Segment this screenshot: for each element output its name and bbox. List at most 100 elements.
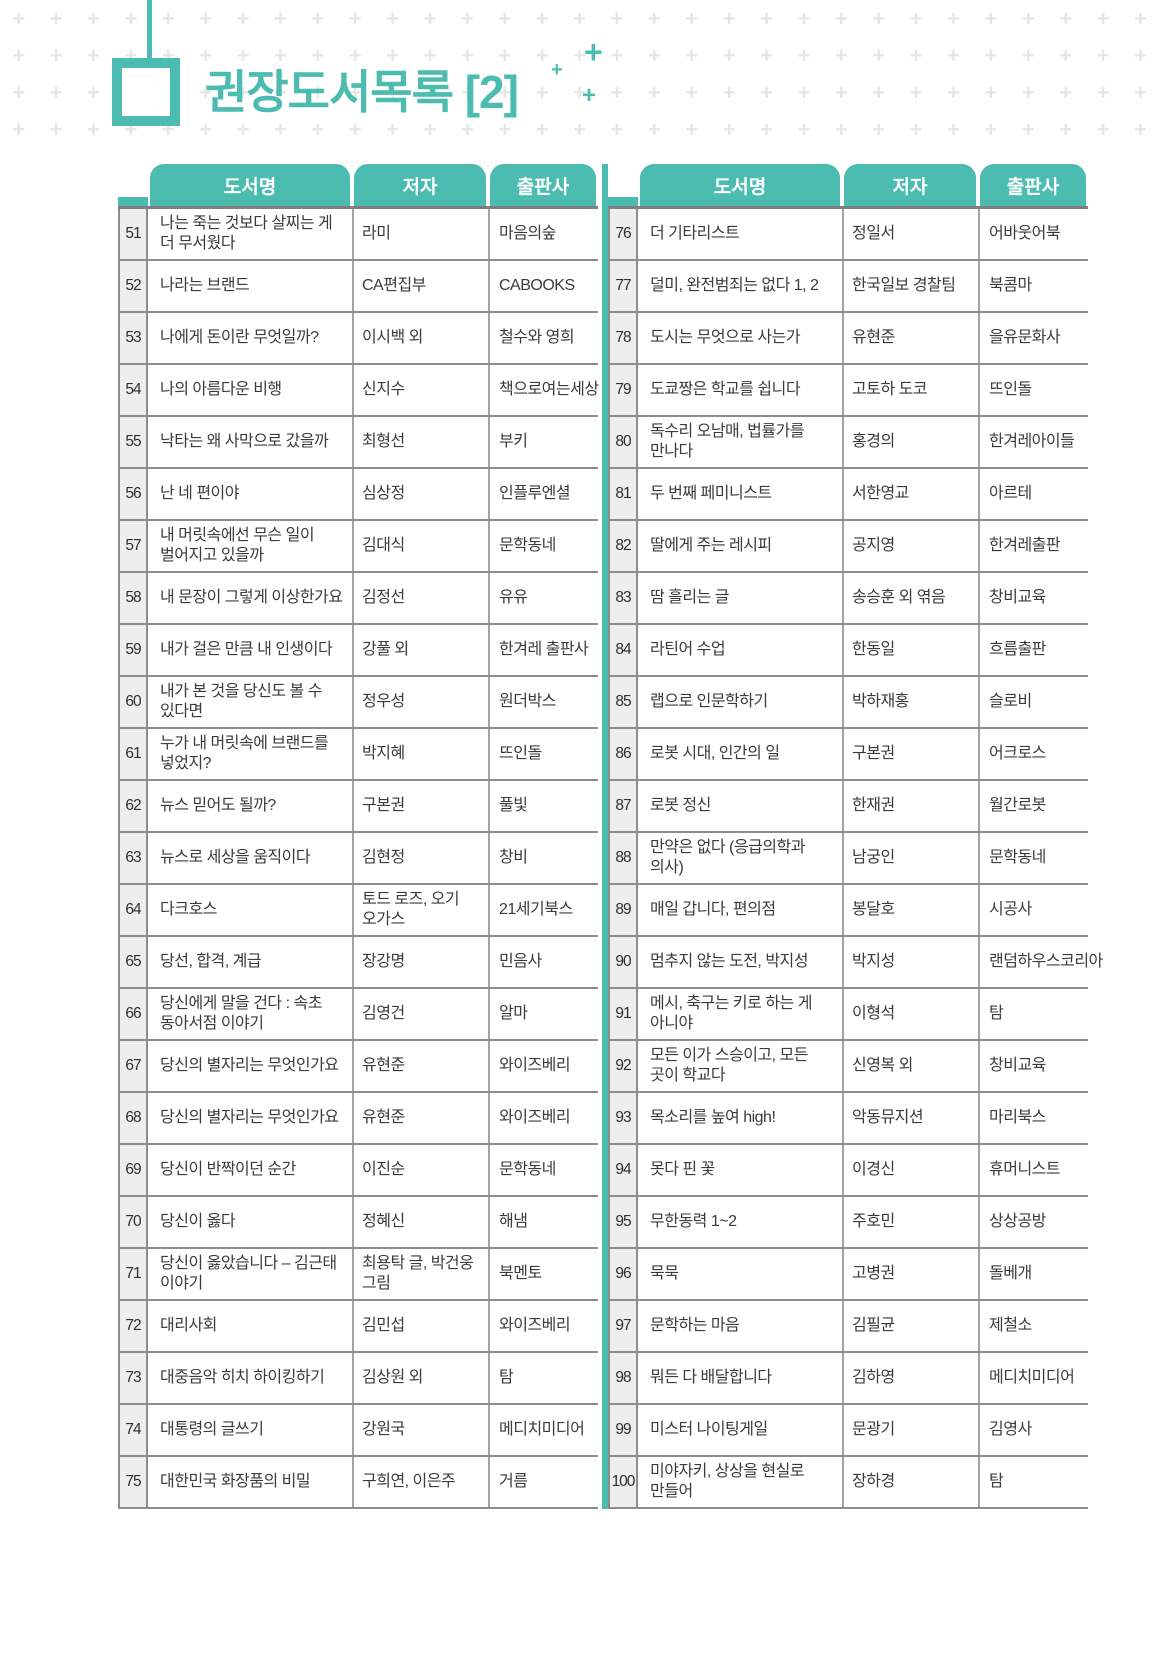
row-number-cell: 70	[118, 1197, 148, 1247]
row-number-cell: 100	[608, 1457, 638, 1507]
row-number-cell: 90	[608, 937, 638, 987]
plus-glyph: +	[872, 6, 886, 31]
plus-glyph: +	[834, 6, 848, 31]
plus-glyph: +	[535, 80, 549, 105]
table-row: 79 도쿄짱은 학교를 쉽니다 고토하 도코 뜨인돌	[608, 365, 1088, 417]
book-title-cell: 뭐든 다 배달합니다	[650, 1369, 772, 1387]
book-title-cell: 묵묵	[650, 1265, 679, 1283]
row-number-cell: 87	[608, 781, 638, 831]
plus-glyph: +	[872, 80, 886, 105]
plus-glyph: +	[423, 43, 437, 68]
author-cell: 장하경	[842, 1457, 978, 1507]
plus-glyph: +	[984, 80, 998, 105]
publisher-cell: 슬로비	[978, 677, 1088, 727]
plus-glyph: +	[535, 6, 549, 31]
book-title-cell: 땀 흘리는 글	[650, 589, 730, 607]
plus-glyph: +	[797, 80, 811, 105]
table-row: 64 다크호스 토드 로즈, 오기 오가스 21세기북스	[118, 885, 598, 937]
table-row: 70 당신이 옳다 정혜신 해냄	[118, 1197, 598, 1249]
plus-glyph: +	[386, 80, 400, 105]
book-title-cell: 도쿄짱은 학교를 쉽니다	[650, 381, 801, 399]
row-number-cell: 52	[118, 261, 148, 311]
row-number-cell: 61	[118, 729, 148, 779]
plus-glyph: +	[1133, 43, 1147, 68]
plus-grid-row: +++++++++++++++++++++++++++++++	[0, 74, 1158, 111]
book-title-cell: 로봇 시대, 인간의 일	[650, 745, 780, 763]
plus-glyph: +	[49, 80, 63, 105]
plus-glyph: +	[535, 43, 549, 68]
table-row: 59 내가 걸은 만큼 내 인생이다 강풀 외 한겨레 출판사	[118, 625, 598, 677]
book-title-cell: 나의 아름다운 비행	[160, 381, 282, 399]
book-title-cell: 당신이 옳았습니다 – 김근태 이야기	[160, 1255, 337, 1292]
plus-glyph: +	[1133, 117, 1147, 142]
table-row: 100 미야자키, 상상을 현실로 만들어 장하경 탐	[608, 1457, 1088, 1509]
plus-glyph: +	[386, 43, 400, 68]
row-number-cell: 89	[608, 885, 638, 935]
table-row: 93 목소리를 높여 high! 악동뮤지션 마리북스	[608, 1093, 1088, 1145]
row-number-cell: 86	[608, 729, 638, 779]
plus-glyph: +	[984, 43, 998, 68]
author-cell: 이시백 외	[352, 313, 488, 363]
plus-glyph: +	[909, 6, 923, 31]
author-cell: 박지혜	[352, 729, 488, 779]
publisher-cell: 알마	[488, 989, 598, 1039]
author-cell: 신영복 외	[842, 1041, 978, 1091]
publisher-cell: 월간로봇	[978, 781, 1088, 831]
book-title-cell: 미야자키, 상상을 현실로 만들어	[650, 1463, 805, 1500]
plus-glyph: +	[498, 117, 512, 142]
publisher-cell: 한겨레출판	[978, 521, 1088, 571]
book-title-cell: 로봇 정신	[650, 797, 711, 815]
plus-glyph: +	[722, 43, 736, 68]
page-title: 권장도서목록 [2]	[205, 66, 519, 118]
column-header-author: 저자	[354, 164, 486, 206]
plus-glyph: +	[1096, 6, 1110, 31]
author-cell: 장강명	[352, 937, 488, 987]
table-row: 54 나의 아름다운 비행 신지수 책으로여는세상	[118, 365, 599, 417]
plus-glyph: +	[1096, 80, 1110, 105]
publisher-cell: 탐	[488, 1353, 598, 1403]
publisher-cell: 철수와 영희	[488, 313, 598, 363]
plus-glyph: +	[460, 80, 474, 105]
table-row: 71 당신이 옳았습니다 – 김근태 이야기 최용탁 글, 박건웅 그림 북멘토	[118, 1249, 598, 1301]
plus-glyph: +	[199, 43, 213, 68]
row-number-cell: 77	[608, 261, 638, 311]
row-number-cell: 57	[118, 521, 148, 571]
row-number-cell: 96	[608, 1249, 638, 1299]
plus-glyph: +	[423, 117, 437, 142]
plus-glyph: +	[348, 43, 362, 68]
plus-glyph: +	[573, 6, 586, 31]
publisher-cell: 한겨레아이들	[978, 417, 1088, 467]
publisher-cell: 어바웃어북	[978, 209, 1088, 259]
author-cell: 송승훈 외 엮음	[842, 573, 978, 623]
plus-glyph: +	[947, 80, 960, 105]
column-header-publisher: 출판사	[490, 164, 596, 206]
plus-glyph: +	[49, 6, 63, 31]
row-number-cell: 51	[118, 209, 148, 259]
plus-glyph: +	[386, 6, 400, 31]
book-title-cell: 독수리 오남매, 법률가를 만나다	[650, 423, 805, 460]
plus-glyph: +	[423, 6, 437, 31]
book-title-cell: 당신에게 말을 건다 : 속초 동아서점 이야기	[160, 995, 322, 1032]
plus-glyph: +	[760, 80, 773, 105]
publisher-cell: 북멘토	[488, 1249, 598, 1299]
column-header-publisher: 출판사	[980, 164, 1086, 206]
row-number-cell: 80	[608, 417, 638, 467]
table-row: 82 딸에게 주는 레시피 공지영 한겨레출판	[608, 521, 1088, 573]
number-column-header	[608, 164, 638, 206]
row-number-cell: 97	[608, 1301, 638, 1351]
table-row: 86 로봇 시대, 인간의 일 구본권 어크로스	[608, 729, 1088, 781]
table-row: 84 라틴어 수업 한동일 흐름출판	[608, 625, 1088, 677]
number-column-header	[118, 164, 148, 206]
plus-glyph: +	[647, 6, 661, 31]
plus-glyph: +	[199, 6, 213, 31]
book-title-cell: 랩으로 인문학하기	[650, 693, 768, 711]
table-row: 72 대리사회 김민섭 와이즈베리	[118, 1301, 598, 1353]
publisher-cell: 메디치미디어	[978, 1353, 1088, 1403]
author-cell: 심상정	[352, 469, 488, 519]
row-number-cell: 75	[118, 1457, 148, 1507]
publisher-cell: 돌베개	[978, 1249, 1088, 1299]
author-cell: 김정선	[352, 573, 488, 623]
author-cell: 김필균	[842, 1301, 978, 1351]
plus-decoration-icon: +	[584, 34, 603, 70]
